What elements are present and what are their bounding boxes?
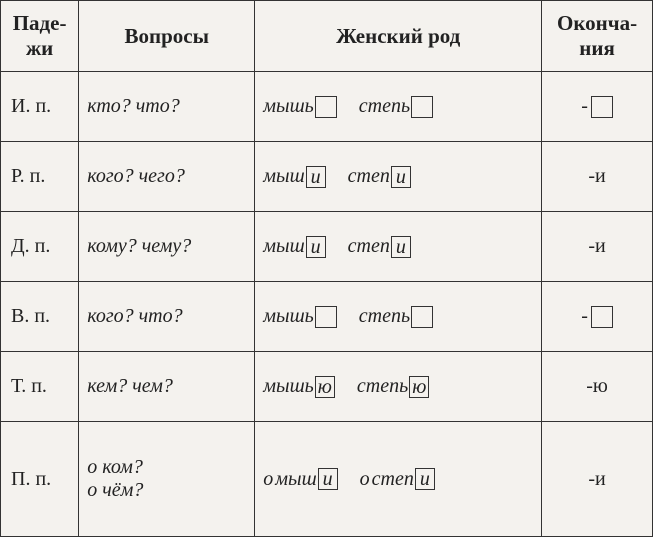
header-row: Паде-жи Вопросы Женский род Оконча-ния xyxy=(1,1,653,72)
table-body: И. п.кто? что? мышь степь - Р. п.кого? чего?… xyxy=(1,72,653,537)
ending-wrap: - xyxy=(581,305,613,328)
table-row: И. п.кто? что? мышь степь - xyxy=(1,72,653,142)
word-1: о мыши xyxy=(263,468,337,491)
word-stem: мышь xyxy=(263,305,314,328)
question-cell: кого? чего? xyxy=(79,142,255,212)
suffix-box: и xyxy=(306,236,326,258)
word-1: мыши xyxy=(263,165,325,188)
question-cell: кого? что? xyxy=(79,282,255,352)
case-cell: Т. п. xyxy=(1,352,79,422)
case-cell: В. п. xyxy=(1,282,79,352)
ending-box xyxy=(591,96,613,118)
table-row: Д. п.кому? чему?мышистепи-и xyxy=(1,212,653,282)
ending-dash: - xyxy=(581,305,588,328)
words-cell: мышь степь xyxy=(255,282,542,352)
word-pair: мышь степь xyxy=(263,305,533,328)
word-stem: мыш xyxy=(263,235,304,258)
suffix-box: ю xyxy=(315,376,335,398)
word-pair: мышьюстепью xyxy=(263,375,533,398)
suffix-box: ю xyxy=(409,376,429,398)
word-stem: мыш xyxy=(263,165,304,188)
word-stem: степь xyxy=(357,375,408,398)
ending-cell: -ю xyxy=(542,352,653,422)
ending-cell: -и xyxy=(542,142,653,212)
ending-cell: - xyxy=(542,282,653,352)
case-cell: П. п. xyxy=(1,422,79,537)
word-2: степь xyxy=(359,305,433,328)
header-endings: Оконча-ния xyxy=(542,1,653,72)
words-cell: мышистепи xyxy=(255,212,542,282)
question-cell: кем? чем? xyxy=(79,352,255,422)
word-prefix: о xyxy=(263,468,273,491)
word-2: степью xyxy=(357,375,429,398)
question-cell: кому? чему? xyxy=(79,212,255,282)
question-cell: о ком?о чём? xyxy=(79,422,255,537)
word-2: степи xyxy=(348,165,411,188)
suffix-box: и xyxy=(318,468,338,490)
word-stem: мышь xyxy=(263,95,314,118)
suffix-box xyxy=(411,96,433,118)
ending-dash: - xyxy=(581,95,588,118)
header-feminine: Женский род xyxy=(255,1,542,72)
word-stem: степь xyxy=(359,305,410,328)
case-cell: Д. п. xyxy=(1,212,79,282)
suffix-box: и xyxy=(391,236,411,258)
suffix-box: и xyxy=(306,166,326,188)
word-2: степи xyxy=(348,235,411,258)
word-pair: мышистепи xyxy=(263,165,533,188)
page: Паде-жи Вопросы Женский род Оконча-ния И… xyxy=(0,0,653,537)
words-cell: мышистепи xyxy=(255,142,542,212)
word-2: о степи xyxy=(360,468,435,491)
words-cell: мышь степь xyxy=(255,72,542,142)
table-row: Р. п.кого? чего?мышистепи-и xyxy=(1,142,653,212)
case-cell: Р. п. xyxy=(1,142,79,212)
word-1: мышь xyxy=(263,305,337,328)
word-1: мышью xyxy=(263,375,335,398)
suffix-box: и xyxy=(415,468,435,490)
words-cell: о мышио степи xyxy=(255,422,542,537)
word-2: степь xyxy=(359,95,433,118)
header-questions: Вопросы xyxy=(79,1,255,72)
words-cell: мышьюстепью xyxy=(255,352,542,422)
word-stem: степ xyxy=(348,235,390,258)
table-row: В. п.кого? что? мышь степь - xyxy=(1,282,653,352)
ending-cell: -и xyxy=(542,422,653,537)
ending-box xyxy=(591,306,613,328)
ending-cell: - xyxy=(542,72,653,142)
suffix-box xyxy=(315,96,337,118)
declension-table: Паде-жи Вопросы Женский род Оконча-ния И… xyxy=(0,0,653,537)
word-stem: степ xyxy=(348,165,390,188)
table-row: Т. п.кем? чем?мышьюстепью-ю xyxy=(1,352,653,422)
table-row: П. п.о ком?о чём?о мышио степи-и xyxy=(1,422,653,537)
word-1: мыши xyxy=(263,235,325,258)
word-pair: мышистепи xyxy=(263,235,533,258)
word-pair: мышь степь xyxy=(263,95,533,118)
word-stem: степь xyxy=(359,95,410,118)
question-cell: кто? что? xyxy=(79,72,255,142)
ending-cell: -и xyxy=(542,212,653,282)
ending-wrap: - xyxy=(581,95,613,118)
word-pair: о мышио степи xyxy=(263,468,533,491)
suffix-box xyxy=(411,306,433,328)
word-1: мышь xyxy=(263,95,337,118)
word-stem: мышь xyxy=(263,375,314,398)
suffix-box: и xyxy=(391,166,411,188)
word-stem: мыш xyxy=(275,468,316,491)
suffix-box xyxy=(315,306,337,328)
case-cell: И. п. xyxy=(1,72,79,142)
word-prefix: о xyxy=(360,468,370,491)
header-case: Паде-жи xyxy=(1,1,79,72)
word-stem: степ xyxy=(372,468,414,491)
